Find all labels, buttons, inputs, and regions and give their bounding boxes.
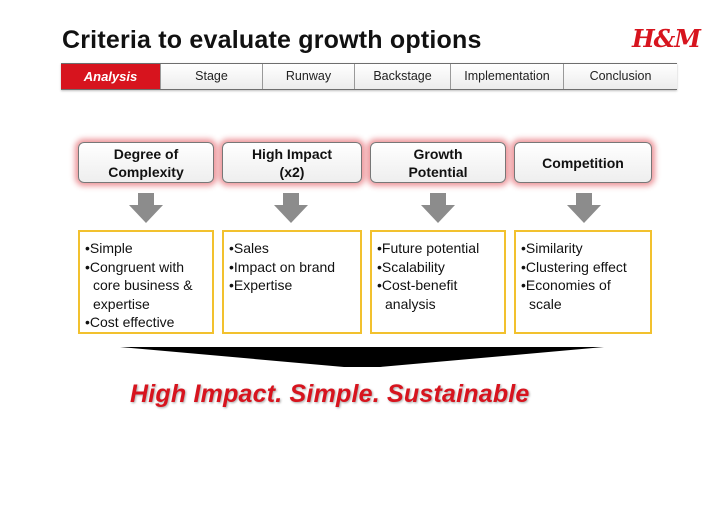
criterion-label: Competition bbox=[542, 154, 624, 171]
section-tab-bar: Analysis Stage Runway Backstage Implemen… bbox=[61, 63, 677, 90]
tab-implementation[interactable]: Implementation bbox=[451, 64, 564, 89]
tab-analysis[interactable]: Analysis bbox=[61, 64, 161, 89]
criterion-growth-potential: Growth Potential bbox=[370, 142, 506, 183]
criterion-details-competition: Similarity Clustering effect Economies o… bbox=[514, 230, 652, 334]
converging-arrow-icon bbox=[120, 347, 604, 367]
tab-runway[interactable]: Runway bbox=[263, 64, 355, 89]
tagline: High Impact. Simple. Sustainable bbox=[130, 380, 530, 408]
list-item: Impact on brand bbox=[229, 258, 356, 277]
criterion-details-growth-potential: Future potential Scalability Cost-benefi… bbox=[370, 230, 506, 334]
list-item: Cost effective bbox=[85, 313, 208, 332]
list-item: Sales bbox=[229, 239, 356, 258]
criterion-label: Growth Potential bbox=[408, 145, 468, 180]
criterion-complexity: Degree of Complexity bbox=[78, 142, 214, 183]
criterion-details-high-impact: Sales Impact on brand Expertise bbox=[222, 230, 362, 334]
list-item: Future potential bbox=[377, 239, 500, 258]
down-arrow-icon bbox=[274, 193, 308, 223]
tab-stage[interactable]: Stage bbox=[161, 64, 263, 89]
list-item: Cost-benefit analysis bbox=[377, 276, 500, 313]
down-arrow-icon bbox=[129, 193, 163, 223]
list-item: Economies of scale bbox=[521, 276, 646, 313]
page-title: Criteria to evaluate growth options bbox=[62, 26, 482, 54]
down-arrow-icon bbox=[567, 193, 601, 223]
tab-conclusion[interactable]: Conclusion bbox=[564, 64, 677, 89]
list-item: Clustering effect bbox=[521, 258, 646, 277]
criterion-label: High Impact (x2) bbox=[251, 145, 333, 180]
tab-backstage[interactable]: Backstage bbox=[355, 64, 451, 89]
criterion-details-complexity: Simple Congruent with core business & ex… bbox=[78, 230, 214, 334]
criterion-competition: Competition bbox=[514, 142, 652, 183]
list-item: Expertise bbox=[229, 276, 356, 295]
list-item: Congruent with core business & expertise bbox=[85, 258, 208, 314]
hm-logo: H&M bbox=[632, 24, 701, 53]
criterion-label: Degree of Complexity bbox=[108, 145, 184, 180]
down-arrow-icon bbox=[421, 193, 455, 223]
list-item: Similarity bbox=[521, 239, 646, 258]
criterion-high-impact: High Impact (x2) bbox=[222, 142, 362, 183]
list-item: Simple bbox=[85, 239, 208, 258]
list-item: Scalability bbox=[377, 258, 500, 277]
